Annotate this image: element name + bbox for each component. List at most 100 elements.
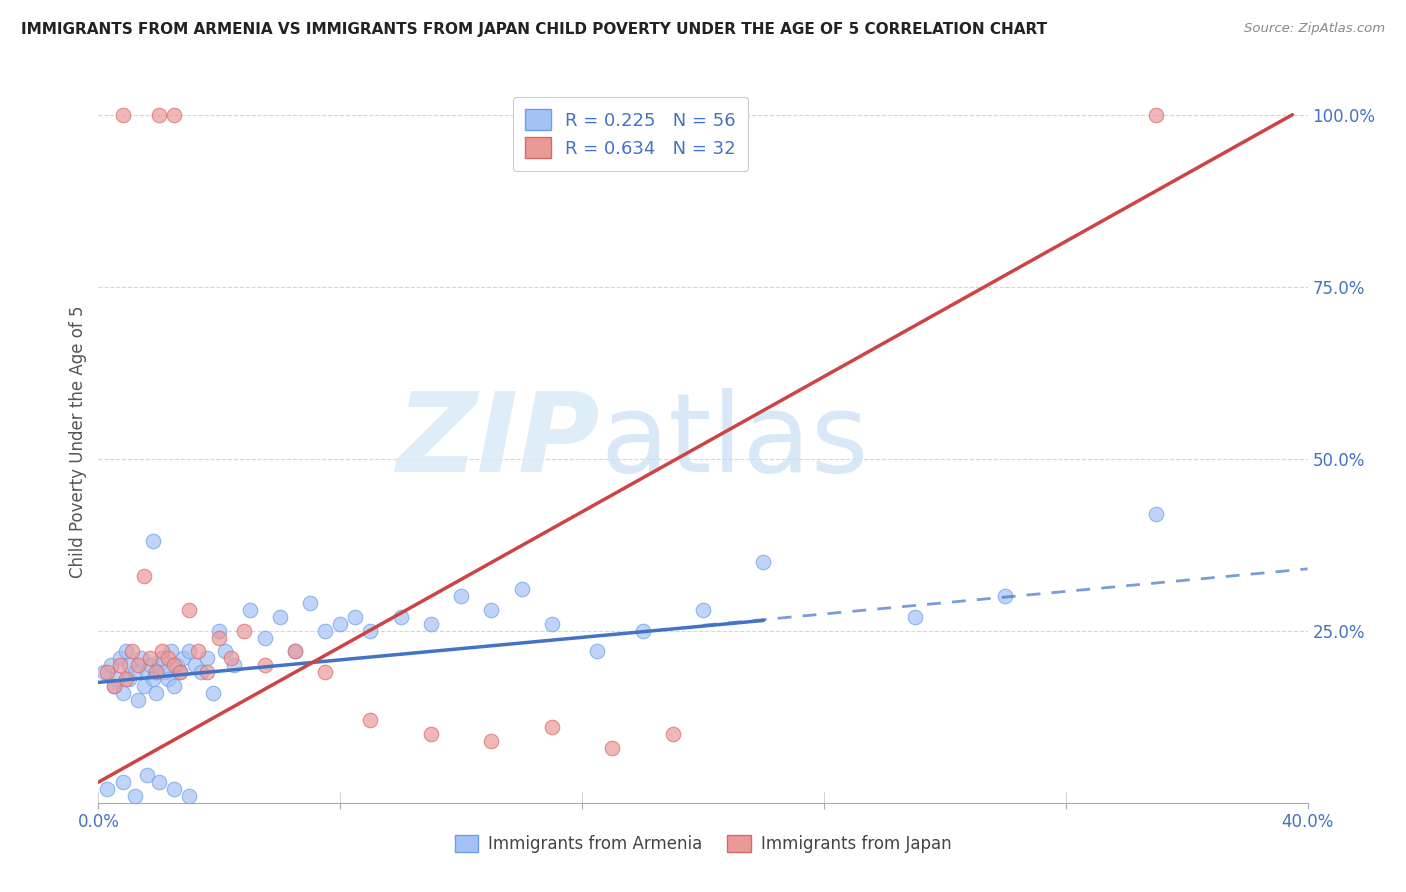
Point xyxy=(284,644,307,658)
Point xyxy=(1144,108,1167,122)
Point xyxy=(127,692,149,706)
Point xyxy=(103,679,125,693)
Point xyxy=(195,651,218,665)
Point xyxy=(224,658,246,673)
Text: Source: ZipAtlas.com: Source: ZipAtlas.com xyxy=(1244,22,1385,36)
Point xyxy=(1144,507,1167,521)
Point xyxy=(156,672,179,686)
Legend: Immigrants from Armenia, Immigrants from Japan: Immigrants from Armenia, Immigrants from… xyxy=(449,828,957,860)
Point xyxy=(145,686,167,700)
Text: atlas: atlas xyxy=(600,388,869,495)
Point xyxy=(360,713,382,727)
Point xyxy=(172,651,194,665)
Point xyxy=(111,775,134,789)
Point xyxy=(108,651,131,665)
Point xyxy=(142,672,165,686)
Point xyxy=(299,596,322,610)
Point xyxy=(389,610,412,624)
Point xyxy=(602,740,624,755)
Point xyxy=(314,624,336,638)
Point xyxy=(586,644,609,658)
Point xyxy=(904,610,927,624)
Point xyxy=(135,665,157,679)
Point xyxy=(114,644,136,658)
Point xyxy=(994,590,1017,604)
Point xyxy=(148,658,170,673)
Point xyxy=(145,665,167,679)
Point xyxy=(96,782,118,797)
Point xyxy=(103,679,125,693)
Point xyxy=(93,665,115,679)
Point xyxy=(208,631,231,645)
Point xyxy=(692,603,714,617)
Point xyxy=(148,108,170,122)
Point xyxy=(163,782,186,797)
Point xyxy=(169,665,191,679)
Point xyxy=(129,651,152,665)
Point xyxy=(208,624,231,638)
Point xyxy=(314,665,336,679)
Point xyxy=(752,555,775,569)
Point xyxy=(179,644,201,658)
Point xyxy=(481,603,503,617)
Point xyxy=(420,616,443,631)
Point xyxy=(420,727,443,741)
Point xyxy=(202,686,225,700)
Point xyxy=(139,651,162,665)
Point xyxy=(540,616,562,631)
Point xyxy=(111,108,134,122)
Point xyxy=(187,644,209,658)
Point xyxy=(96,665,118,679)
Point xyxy=(156,651,179,665)
Y-axis label: Child Poverty Under the Age of 5: Child Poverty Under the Age of 5 xyxy=(69,305,87,578)
Point xyxy=(169,665,191,679)
Point xyxy=(118,658,141,673)
Point xyxy=(163,679,186,693)
Point xyxy=(360,624,382,638)
Point xyxy=(481,734,503,748)
Point xyxy=(148,775,170,789)
Point xyxy=(105,672,128,686)
Point xyxy=(329,616,352,631)
Point xyxy=(118,672,141,686)
Point xyxy=(253,658,276,673)
Text: IMMIGRANTS FROM ARMENIA VS IMMIGRANTS FROM JAPAN CHILD POVERTY UNDER THE AGE OF : IMMIGRANTS FROM ARMENIA VS IMMIGRANTS FR… xyxy=(21,22,1047,37)
Point xyxy=(239,603,262,617)
Point xyxy=(121,644,143,658)
Point xyxy=(153,665,176,679)
Point xyxy=(111,686,134,700)
Point xyxy=(179,789,201,803)
Point xyxy=(150,644,173,658)
Point xyxy=(135,768,157,782)
Point xyxy=(450,590,472,604)
Point xyxy=(269,610,291,624)
Point xyxy=(132,568,155,582)
Point xyxy=(127,658,149,673)
Text: ZIP: ZIP xyxy=(396,388,600,495)
Point xyxy=(631,624,654,638)
Point xyxy=(124,665,146,679)
Point xyxy=(284,644,307,658)
Point xyxy=(163,108,186,122)
Point xyxy=(114,672,136,686)
Point xyxy=(221,651,243,665)
Point xyxy=(179,603,201,617)
Point xyxy=(661,727,683,741)
Point xyxy=(253,631,276,645)
Point xyxy=(510,582,533,597)
Point xyxy=(184,658,207,673)
Point xyxy=(540,720,562,734)
Point xyxy=(108,658,131,673)
Point xyxy=(139,658,162,673)
Point xyxy=(166,658,188,673)
Point xyxy=(344,610,367,624)
Point xyxy=(150,651,173,665)
Point xyxy=(195,665,218,679)
Point xyxy=(132,679,155,693)
Point xyxy=(142,534,165,549)
Point xyxy=(163,658,186,673)
Point xyxy=(214,644,236,658)
Point xyxy=(160,644,183,658)
Point xyxy=(100,658,122,673)
Point xyxy=(232,624,254,638)
